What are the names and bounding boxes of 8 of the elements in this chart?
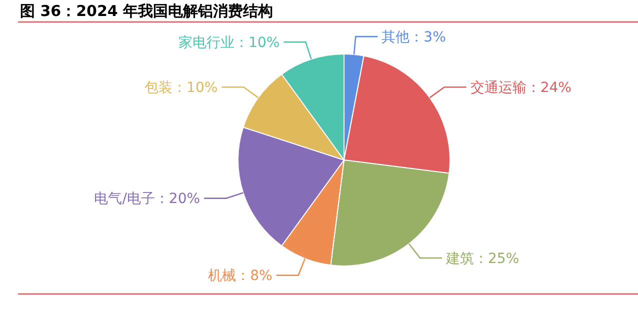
slice-label: 家电行业：10%: [178, 34, 280, 51]
slice-label: 其他：3%: [382, 29, 446, 46]
chart-title: 图 36：2024 年我国电解铝消费结构: [20, 2, 274, 20]
slice-label: 包装：10%: [144, 80, 218, 96]
slice-label: 建筑：25%: [445, 250, 520, 267]
slice-label: 交通运输：24%: [470, 80, 572, 96]
slice-label: 机械：8%: [208, 268, 272, 284]
slice-label: 电气/电子：20%: [94, 191, 200, 208]
